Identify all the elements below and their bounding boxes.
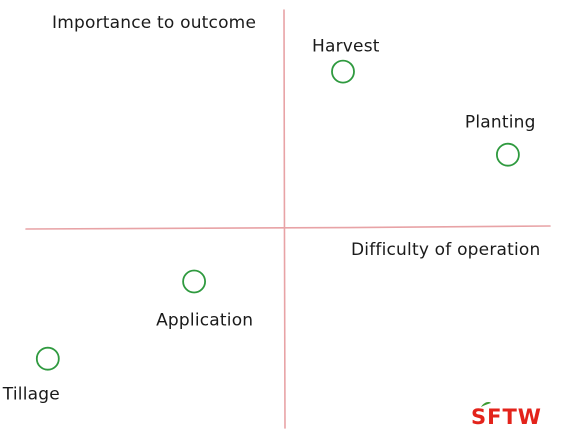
y-axis-line	[283, 9, 286, 429]
logo-text: SFTW	[471, 405, 542, 429]
point-tillage	[35, 346, 60, 371]
point-application	[182, 269, 207, 294]
logo-letter-f: F	[487, 405, 502, 429]
x-axis-line	[25, 225, 551, 230]
point-planting	[495, 142, 520, 167]
logo-letter-s: S	[471, 405, 487, 429]
x-axis-title: Difficulty of operation	[351, 240, 541, 260]
point-label-application: Application	[156, 311, 253, 331]
point-label-tillage: Tillage	[2, 385, 60, 405]
sftw-logo: SFTW	[471, 402, 542, 429]
point-harvest	[331, 59, 355, 84]
y-axis-title: Importance to outcome	[52, 13, 256, 33]
points-layer: Harvest Planting Application Tillage	[2, 37, 536, 405]
point-label-harvest: Harvest	[312, 37, 380, 57]
point-label-planting: Planting	[465, 113, 536, 133]
logo-leaf-icon	[481, 402, 491, 407]
logo-letters-tw: TW	[502, 405, 542, 429]
